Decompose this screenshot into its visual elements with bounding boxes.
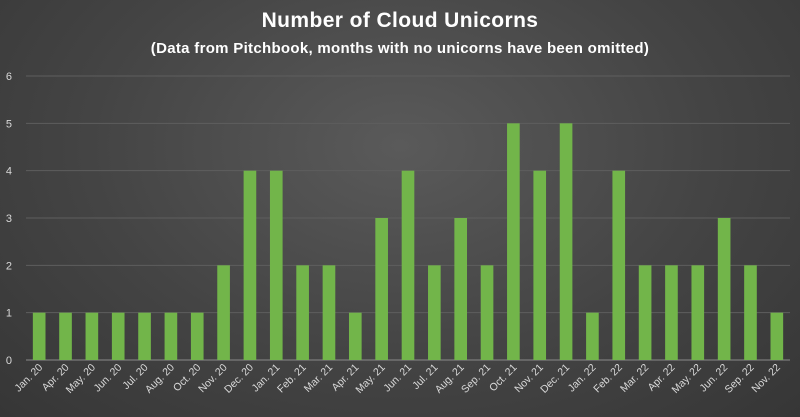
bar xyxy=(401,170,415,360)
bar xyxy=(428,265,441,360)
y-tick-label: 6 xyxy=(6,71,12,83)
y-tick-label: 1 xyxy=(6,308,12,320)
bar xyxy=(296,265,309,360)
bar xyxy=(480,265,494,360)
chart-title: Number of Cloud Unicorns xyxy=(261,9,539,32)
bar xyxy=(85,312,99,360)
bar xyxy=(138,312,151,360)
x-tick-label: Aug. 20 xyxy=(143,362,177,396)
x-tick-label: May. 20 xyxy=(64,362,98,396)
bar xyxy=(533,170,547,360)
x-tick-label: Sep. 21 xyxy=(459,362,493,396)
bar xyxy=(217,265,230,360)
bar xyxy=(717,218,731,360)
bar xyxy=(164,312,178,360)
bar xyxy=(665,265,678,360)
x-tick-label: Sep. 22 xyxy=(723,362,757,396)
x-tick-label: Feb. 22 xyxy=(591,362,625,396)
bar xyxy=(190,312,204,360)
y-tick-label: 2 xyxy=(6,260,12,272)
x-tick-label: Jun. 21 xyxy=(381,362,414,395)
bar xyxy=(638,265,652,360)
bar xyxy=(243,170,257,360)
bar xyxy=(507,123,520,360)
bar xyxy=(454,218,468,360)
x-tick-label: May. 21 xyxy=(353,362,387,396)
y-tick-label: 0 xyxy=(6,355,12,367)
x-tick-label: Mar. 22 xyxy=(618,362,651,395)
bar xyxy=(691,265,705,360)
x-tick-label: Dec. 21 xyxy=(538,362,572,396)
x-tick-label: Feb. 21 xyxy=(275,362,309,396)
bar xyxy=(269,170,283,360)
bar xyxy=(375,218,388,360)
bar xyxy=(586,312,599,360)
bar xyxy=(612,170,626,360)
y-tick-label: 4 xyxy=(6,166,12,178)
bar xyxy=(322,265,336,360)
bar xyxy=(348,312,362,360)
bar xyxy=(744,265,757,360)
x-tick-label: May. 22 xyxy=(670,362,704,396)
x-tick-label: Mar. 21 xyxy=(302,362,335,395)
x-tick-label: Nov. 22 xyxy=(749,362,783,396)
x-tick-label: Dec. 20 xyxy=(222,362,256,396)
bar xyxy=(111,312,125,360)
y-tick-label: 3 xyxy=(6,213,12,225)
bar xyxy=(770,312,784,360)
y-tick-label: 5 xyxy=(6,118,12,130)
x-tick-label: Jan. 20 xyxy=(12,362,45,395)
bar xyxy=(32,312,46,360)
bar xyxy=(59,312,72,360)
chart-subtitle: (Data from Pitchbook, months with no uni… xyxy=(150,40,650,57)
x-tick-label: Jun. 20 xyxy=(91,362,124,395)
bar xyxy=(559,123,573,360)
